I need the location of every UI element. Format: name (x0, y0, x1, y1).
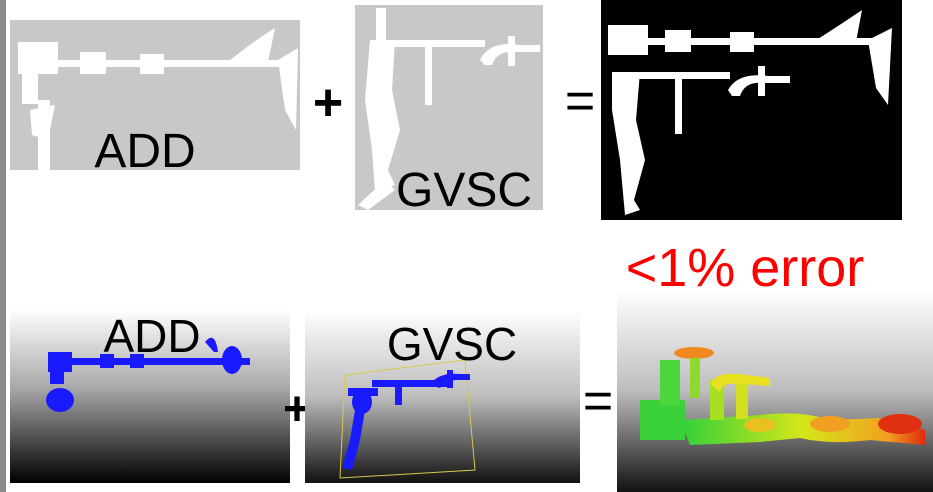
combined-3d-panel (617, 290, 933, 492)
error-note: <1% error (626, 238, 865, 298)
operator: = (583, 372, 613, 430)
label: ADD (94, 125, 195, 178)
label: GVSC (387, 318, 517, 370)
label: GVSC (396, 164, 532, 217)
edge-bar (0, 0, 6, 492)
operator: = (565, 72, 595, 130)
operator: + (313, 74, 343, 132)
slide: ADD + GVSC = <1 (0, 0, 933, 492)
label: ADD (103, 310, 200, 362)
combined-map-panel (601, 0, 902, 220)
